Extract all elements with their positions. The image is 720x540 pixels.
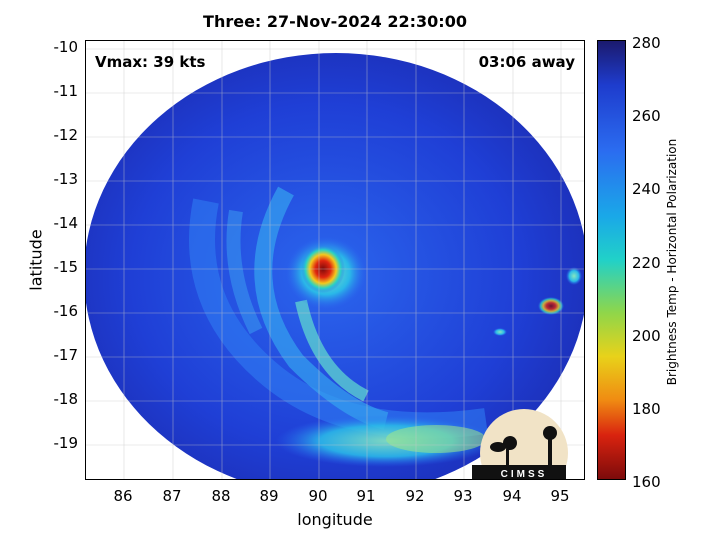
- x-tick: 91: [356, 487, 376, 505]
- colorbar-tick: 200: [632, 327, 661, 345]
- y-tick: -12: [53, 126, 79, 144]
- east-convection: [538, 297, 564, 315]
- y-tick: -13: [53, 170, 79, 188]
- x-tick: 88: [211, 487, 231, 505]
- rain-band: [254, 186, 389, 430]
- y-tick: -11: [53, 82, 79, 100]
- x-tick: 93: [453, 487, 473, 505]
- y-tick: -10: [53, 38, 79, 56]
- colorbar: [597, 40, 626, 480]
- colorbar-tick: 160: [632, 473, 661, 491]
- colorbar-tick: 180: [632, 400, 661, 418]
- chart-title: Three: 27-Nov-2024 22:30:00: [203, 12, 467, 31]
- x-tick: 90: [308, 487, 328, 505]
- gridlines: [86, 41, 584, 479]
- x-tick: 94: [502, 487, 522, 505]
- y-tick: -15: [53, 258, 79, 276]
- colorbar-tick: 280: [632, 34, 661, 52]
- cimss-logo: CIMSS: [472, 409, 568, 480]
- map-canvas: CIMSS: [86, 41, 584, 480]
- x-tick: 86: [113, 487, 133, 505]
- y-tick: -18: [53, 390, 79, 408]
- y-axis-label: latitude: [26, 229, 46, 291]
- x-axis-label: longitude: [297, 510, 373, 529]
- logo-text: CIMSS: [501, 469, 548, 480]
- y-tick: -14: [53, 214, 79, 232]
- x-tick: 95: [550, 487, 570, 505]
- y-tick: -19: [53, 434, 79, 452]
- colorbar-label: Brightness Temp - Horizontal Polarizatio…: [665, 138, 679, 386]
- colorbar-tick: 260: [632, 107, 661, 125]
- y-tick: -17: [53, 346, 79, 364]
- y-tick: -16: [53, 302, 79, 320]
- vmax-label: Vmax: 39 kts: [95, 53, 206, 71]
- plot-area: CIMSS Vmax: 39 kts 03:06 away: [85, 40, 585, 480]
- colorbar-tick: 240: [632, 180, 661, 198]
- x-tick: 92: [405, 487, 425, 505]
- colorbar-tick: 220: [632, 254, 661, 272]
- time-away-label: 03:06 away: [478, 53, 575, 71]
- x-tick: 87: [162, 487, 182, 505]
- x-tick: 89: [259, 487, 279, 505]
